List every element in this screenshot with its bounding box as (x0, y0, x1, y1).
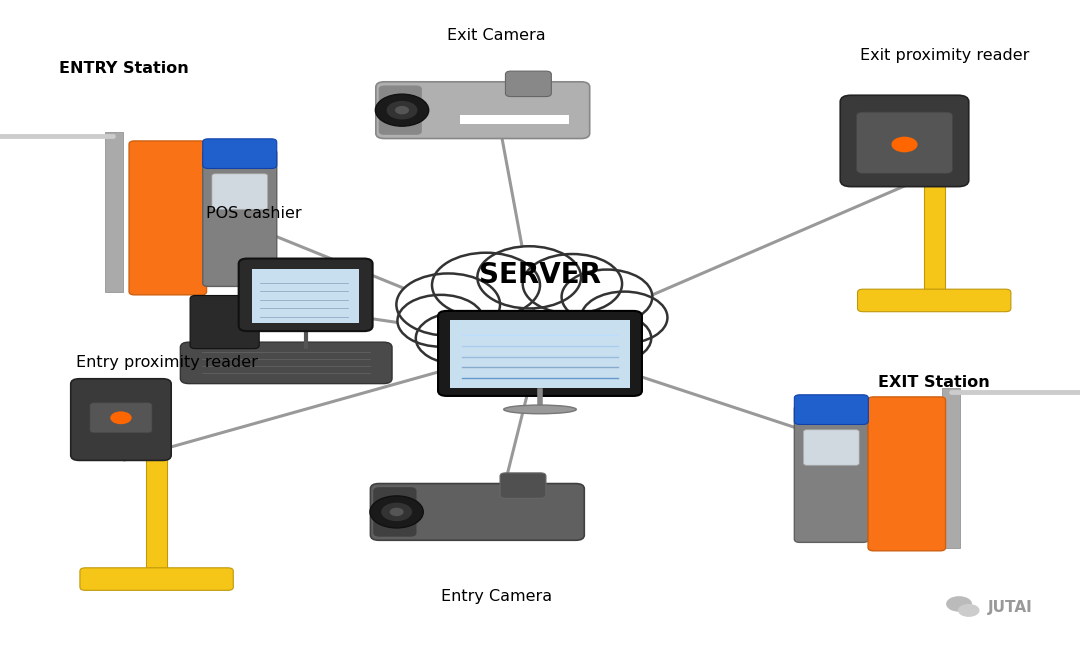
FancyBboxPatch shape (858, 289, 1011, 312)
FancyBboxPatch shape (500, 473, 546, 498)
Circle shape (396, 273, 500, 336)
FancyBboxPatch shape (130, 141, 206, 295)
Circle shape (477, 246, 581, 308)
FancyBboxPatch shape (840, 95, 969, 187)
FancyBboxPatch shape (450, 320, 630, 388)
FancyBboxPatch shape (376, 82, 590, 139)
Text: POS cashier: POS cashier (206, 206, 301, 222)
FancyBboxPatch shape (252, 269, 359, 323)
Text: Entry Camera: Entry Camera (442, 588, 552, 604)
FancyBboxPatch shape (868, 397, 946, 551)
Text: JUTAI: JUTAI (988, 600, 1032, 616)
Circle shape (569, 314, 651, 363)
Circle shape (581, 292, 667, 343)
FancyBboxPatch shape (505, 71, 552, 97)
Circle shape (891, 137, 918, 152)
FancyBboxPatch shape (190, 295, 259, 349)
Circle shape (535, 323, 621, 375)
FancyBboxPatch shape (212, 174, 268, 209)
Circle shape (958, 604, 980, 617)
Circle shape (370, 496, 423, 528)
Circle shape (390, 508, 404, 516)
Text: Exit Camera: Exit Camera (447, 28, 546, 43)
FancyBboxPatch shape (794, 406, 868, 542)
Text: ENTRY Station: ENTRY Station (59, 60, 189, 76)
Circle shape (395, 106, 409, 115)
FancyBboxPatch shape (379, 86, 421, 135)
Ellipse shape (503, 405, 577, 414)
Text: SERVER: SERVER (480, 261, 600, 290)
FancyBboxPatch shape (370, 483, 584, 540)
Circle shape (387, 101, 418, 119)
FancyBboxPatch shape (239, 259, 373, 331)
Circle shape (562, 270, 652, 324)
FancyBboxPatch shape (794, 395, 868, 424)
Circle shape (110, 411, 132, 424)
Circle shape (381, 503, 413, 521)
Text: Exit proximity reader: Exit proximity reader (861, 47, 1029, 63)
Circle shape (946, 596, 972, 612)
Circle shape (523, 254, 622, 314)
Circle shape (456, 324, 538, 373)
FancyBboxPatch shape (460, 115, 569, 124)
Circle shape (376, 94, 429, 126)
Circle shape (494, 329, 576, 378)
FancyBboxPatch shape (146, 430, 167, 580)
FancyBboxPatch shape (105, 132, 122, 292)
FancyBboxPatch shape (71, 378, 171, 461)
FancyBboxPatch shape (923, 152, 945, 301)
FancyBboxPatch shape (856, 112, 953, 174)
FancyBboxPatch shape (438, 311, 642, 396)
FancyBboxPatch shape (90, 403, 152, 433)
Text: Entry proximity reader: Entry proximity reader (77, 355, 258, 371)
FancyBboxPatch shape (374, 488, 416, 537)
Circle shape (432, 253, 540, 318)
FancyBboxPatch shape (203, 150, 276, 286)
FancyBboxPatch shape (804, 430, 860, 465)
FancyBboxPatch shape (203, 139, 276, 168)
Circle shape (416, 312, 502, 364)
FancyBboxPatch shape (80, 568, 233, 590)
FancyBboxPatch shape (180, 342, 392, 384)
Text: EXIT Station: EXIT Station (878, 375, 990, 390)
Circle shape (397, 295, 484, 347)
FancyBboxPatch shape (942, 388, 960, 548)
